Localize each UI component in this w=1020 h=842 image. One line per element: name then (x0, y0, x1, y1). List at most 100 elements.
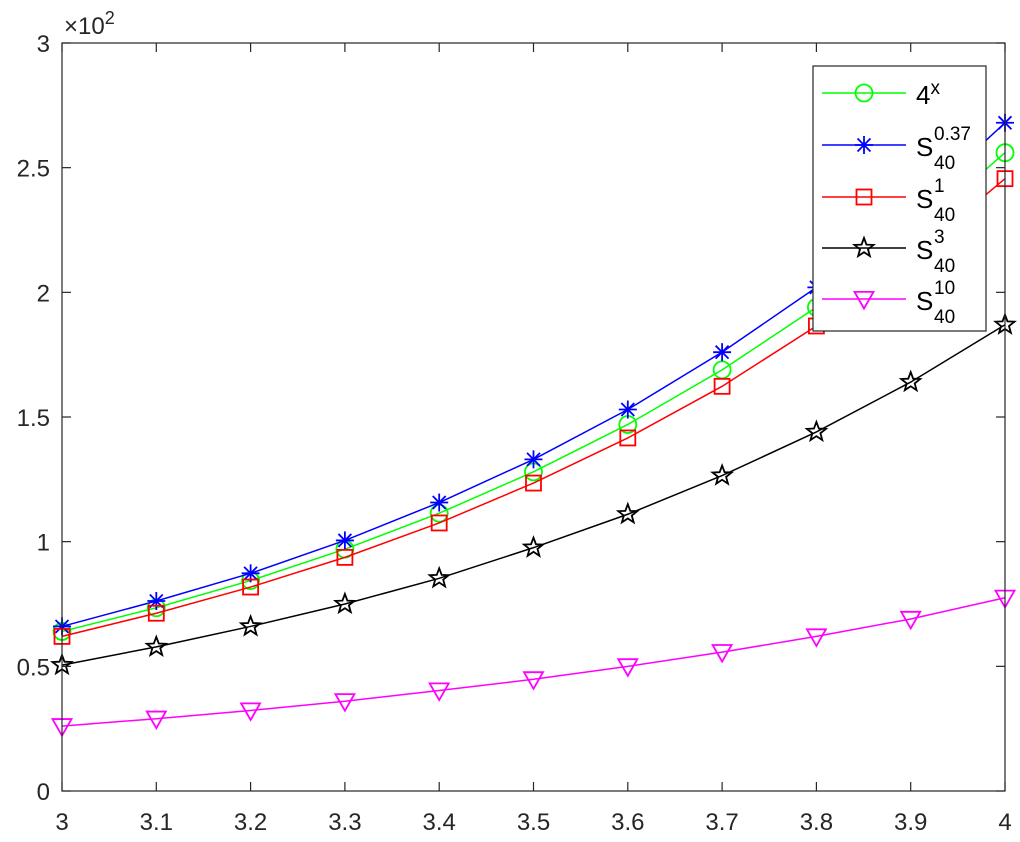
marker-square (336, 548, 354, 566)
legend-label-sub: 40 (934, 307, 955, 328)
marker-asterisk-d2 (620, 402, 635, 417)
data-point (616, 658, 639, 678)
marker-star (804, 419, 829, 443)
y-exponent-base: ×10 (64, 13, 105, 40)
data-point (332, 591, 357, 615)
marker-star (238, 613, 263, 637)
marker-triangle-down (522, 671, 545, 691)
marker-asterisk-d2 (856, 137, 872, 153)
legend-label: S (916, 132, 933, 162)
data-point (711, 644, 734, 664)
legend-label-base: S (916, 184, 933, 214)
marker-asterisk-d2 (714, 345, 730, 360)
x-tick-label: 3.2 (234, 809, 267, 836)
x-tick-label: 3 (55, 809, 68, 836)
marker-square (855, 188, 873, 206)
legend-marker (852, 290, 876, 311)
marker-star (332, 591, 357, 615)
legend-marker (855, 188, 873, 206)
marker-star (144, 634, 169, 658)
data-point (428, 682, 451, 702)
legend-label: 4x (916, 78, 940, 110)
x-tick-label: 3.5 (517, 809, 550, 836)
y-tick-label: 0 (37, 779, 50, 806)
x-tick-label: 3.7 (705, 809, 738, 836)
legend-label-base: S (916, 286, 933, 316)
data-point (145, 710, 168, 731)
y-tick-label: 1 (37, 530, 50, 557)
marker-square (430, 514, 448, 532)
y-tick-label: 0.5 (17, 654, 50, 681)
legend-entry: S 10 40 (822, 278, 955, 328)
legend-label: S (916, 235, 933, 265)
legend-label-sup: 1 (934, 176, 945, 197)
series-4 (50, 589, 1017, 738)
x-tick-label: 3.1 (140, 809, 173, 836)
x-tick-label: 3.8 (800, 809, 833, 836)
legend-label-base: S (916, 132, 933, 162)
marker-square (147, 604, 165, 622)
legend-label-sup: 3 (934, 227, 945, 248)
marker-asterisk-d2 (243, 566, 258, 581)
legend-label-sub: 40 (934, 153, 955, 174)
series-line (61, 597, 1006, 727)
data-point (521, 535, 546, 558)
data-point (336, 548, 354, 566)
data-point (430, 514, 448, 532)
marker-asterisk-d2 (432, 495, 447, 510)
data-point (522, 671, 545, 691)
legend-marker (855, 136, 873, 154)
y-tick-label: 1.5 (17, 405, 50, 432)
legend-entry: S 0.37 40 (822, 124, 971, 174)
marker-star (521, 535, 546, 558)
axes-layer: 3 3.1 3.2 3.3 3.4 3.5 3.6 3.7 3.8 3.9 400.511.522.… (17, 31, 1012, 836)
series-line (61, 324, 1006, 666)
legend-entry: S 1 40 (822, 176, 955, 226)
data-point (710, 463, 735, 486)
data-point (804, 419, 829, 443)
marker-triangle-down (239, 702, 262, 722)
marker-asterisk-d2 (337, 533, 353, 548)
data-point (713, 343, 732, 362)
marker-triangle-down (899, 610, 922, 631)
data-point (335, 531, 354, 550)
legend-label: S (916, 286, 933, 316)
legend-entry: 4x (822, 78, 940, 110)
legend-label-sup: 10 (934, 278, 955, 299)
data-point (333, 693, 356, 713)
marker-star (898, 369, 923, 393)
data-point (239, 702, 262, 722)
legend-entry: S 3 40 (822, 227, 955, 277)
marker-square (713, 377, 731, 395)
data-point (238, 613, 263, 637)
legend-label-sub: 40 (934, 256, 955, 277)
data-point (147, 604, 165, 622)
legend-label-sub: 40 (934, 205, 955, 226)
data-point (144, 634, 169, 658)
marker-star (852, 235, 876, 259)
marker-triangle-down (616, 658, 639, 678)
marker-square (525, 474, 542, 492)
data-point (524, 450, 543, 469)
data-point (618, 400, 637, 419)
marker-circle (854, 83, 874, 103)
marker-star (710, 463, 735, 486)
y-exponent-label: ×102 (64, 8, 115, 40)
x-tick-label: 3.3 (328, 809, 361, 836)
data-point (898, 369, 923, 393)
data-point (615, 501, 640, 525)
data-point (805, 628, 828, 648)
marker-square (242, 578, 260, 596)
y-tick-label: 2 (37, 280, 50, 307)
data-point (899, 610, 922, 631)
marker-triangle-down (333, 693, 356, 713)
legend-label-base: S (916, 235, 933, 265)
legend-marker (852, 235, 876, 259)
x-tick-label: 3.9 (894, 809, 927, 836)
data-point (619, 429, 637, 447)
x-tick-label: 3.6 (611, 809, 644, 836)
legend-label-base: 4 (916, 80, 930, 110)
marker-star (427, 565, 452, 589)
